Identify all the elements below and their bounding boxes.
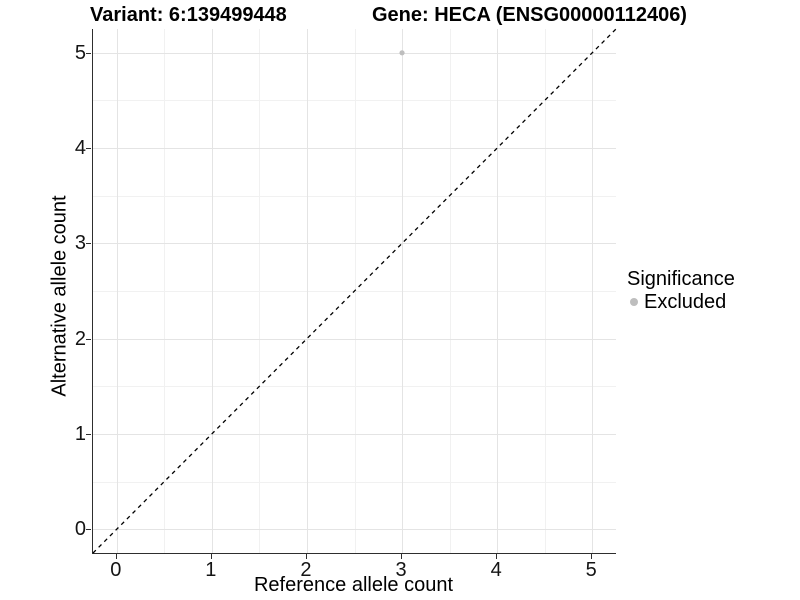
plot-panel bbox=[92, 28, 617, 554]
gridline-minor-h bbox=[93, 100, 616, 102]
y-tick-label: 1 bbox=[74, 422, 86, 445]
gridline-major-h bbox=[93, 529, 616, 531]
gridline-major-v bbox=[116, 29, 118, 553]
gridline-major-v bbox=[497, 29, 499, 553]
x-tick-label: 5 bbox=[585, 559, 597, 581]
gridline-major-h bbox=[93, 148, 616, 150]
y-tick-label: 2 bbox=[74, 327, 86, 350]
x-tick-label: 1 bbox=[205, 559, 217, 581]
variant-title: Variant: 6:139499448 bbox=[90, 4, 287, 26]
x-tick-label: 2 bbox=[300, 559, 312, 581]
plot-overlay bbox=[92, 28, 617, 554]
gridline-major-h bbox=[93, 338, 616, 340]
excluded-point-icon bbox=[630, 298, 638, 306]
y-tick-label: 4 bbox=[74, 137, 86, 160]
y-tick-label: 0 bbox=[74, 518, 86, 541]
y-tick-mark bbox=[86, 243, 91, 245]
identity-line bbox=[92, 28, 617, 554]
y-tick-label: 5 bbox=[74, 41, 86, 64]
gridline-major-v bbox=[402, 29, 404, 553]
gridline-major-v bbox=[306, 29, 308, 553]
x-axis-label: Reference allele count bbox=[253, 574, 453, 596]
x-tick-mark bbox=[210, 554, 212, 559]
gene-title: Gene: HECA (ENSG00000112406) bbox=[372, 4, 687, 26]
gridline-major-v bbox=[592, 29, 594, 553]
y-tick-mark bbox=[86, 529, 91, 531]
gridline-minor-h bbox=[93, 195, 616, 197]
gridline-major-h bbox=[93, 52, 616, 54]
y-tick-mark bbox=[86, 433, 91, 435]
x-tick-mark bbox=[496, 554, 498, 559]
x-tick-mark bbox=[305, 554, 307, 559]
x-tick-label: 0 bbox=[110, 559, 122, 581]
legend-title: Significance bbox=[627, 268, 735, 290]
legend-item-label: Excluded bbox=[644, 291, 727, 313]
gridline-minor-h bbox=[93, 386, 616, 388]
gridline-major-h bbox=[93, 243, 616, 245]
gridline-major-h bbox=[93, 433, 616, 435]
gridline-major-v bbox=[211, 29, 213, 553]
y-tick-mark bbox=[86, 338, 91, 340]
y-tick-label: 3 bbox=[74, 232, 86, 255]
x-tick-label: 4 bbox=[490, 559, 502, 581]
x-tick-mark bbox=[401, 554, 403, 559]
y-tick-mark bbox=[86, 148, 91, 150]
legend-item-excluded: Excluded bbox=[630, 291, 735, 313]
y-axis-label: Alternative allele count bbox=[48, 195, 71, 397]
gridline-minor-h bbox=[93, 481, 616, 483]
data-point-excluded bbox=[399, 50, 405, 56]
x-tick-mark bbox=[591, 554, 593, 559]
y-tick-mark bbox=[86, 52, 91, 54]
x-tick-mark bbox=[115, 554, 117, 559]
legend: Significance Excluded bbox=[627, 268, 735, 313]
x-tick-label: 3 bbox=[395, 559, 407, 581]
